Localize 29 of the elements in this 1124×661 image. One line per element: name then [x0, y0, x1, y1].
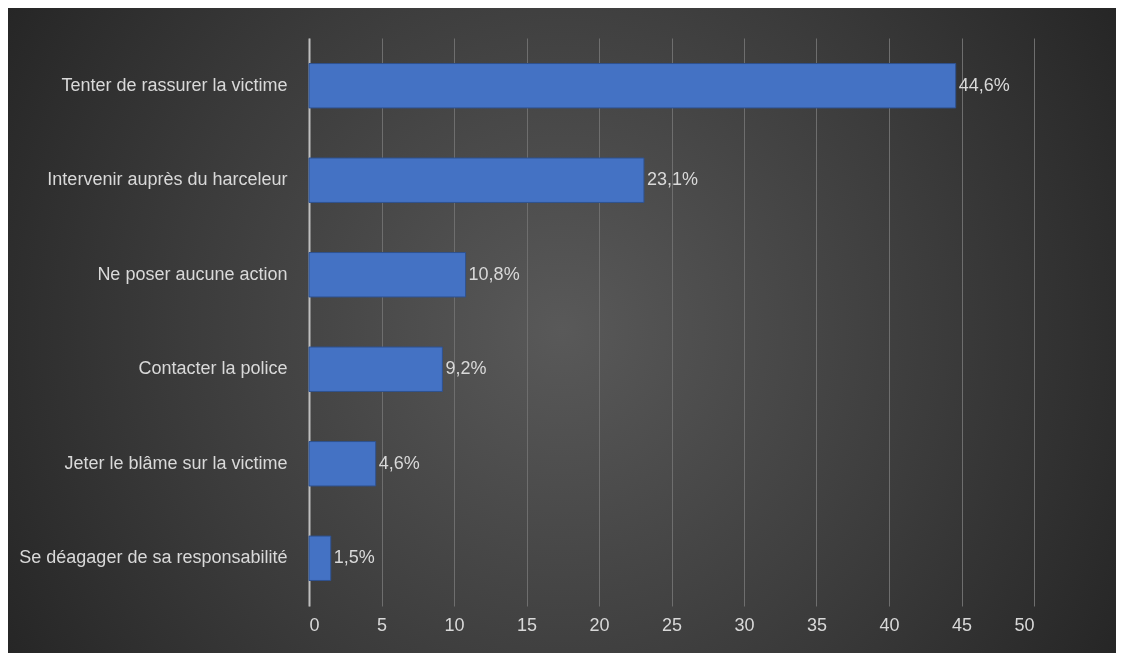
data-label: 44,6% [958, 74, 1010, 95]
y-tick-label: Tenter de rassurer la victime [61, 74, 288, 95]
y-tick-label: Se déagager de sa responsabilité [19, 547, 288, 568]
x-tick-label: 25 [661, 614, 683, 635]
x-tick-label: 20 [589, 614, 610, 635]
data-label: 1,5% [333, 547, 375, 568]
y-tick-label: Jeter le blâme sur la victime [64, 452, 288, 473]
x-tick-label: 45 [951, 614, 973, 635]
data-label: 4,6% [378, 452, 420, 473]
bar [308, 157, 645, 203]
bar [308, 252, 467, 298]
x-tick-label: 5 [376, 614, 388, 635]
bar [308, 63, 957, 109]
y-tick-label: Intervenir auprès du harceleur [47, 169, 288, 190]
x-tick-label: 35 [806, 614, 828, 635]
x-tick-label: 0 [309, 614, 320, 635]
x-tick-label: 40 [879, 614, 900, 635]
data-label: 10,8% [468, 263, 520, 284]
bar [308, 346, 443, 392]
y-tick-label: Ne poser aucune action [97, 263, 288, 284]
bar [308, 535, 332, 581]
x-tick-label: 30 [734, 614, 755, 635]
data-label: 9,2% [445, 358, 487, 379]
bar [308, 441, 377, 487]
y-tick-label: Contacter la police [138, 358, 288, 379]
x-tick-label: 50 [1014, 614, 1035, 635]
x-tick-label: 10 [444, 614, 465, 635]
data-label: 23,1% [646, 169, 698, 190]
x-tick-label: 15 [516, 614, 538, 635]
